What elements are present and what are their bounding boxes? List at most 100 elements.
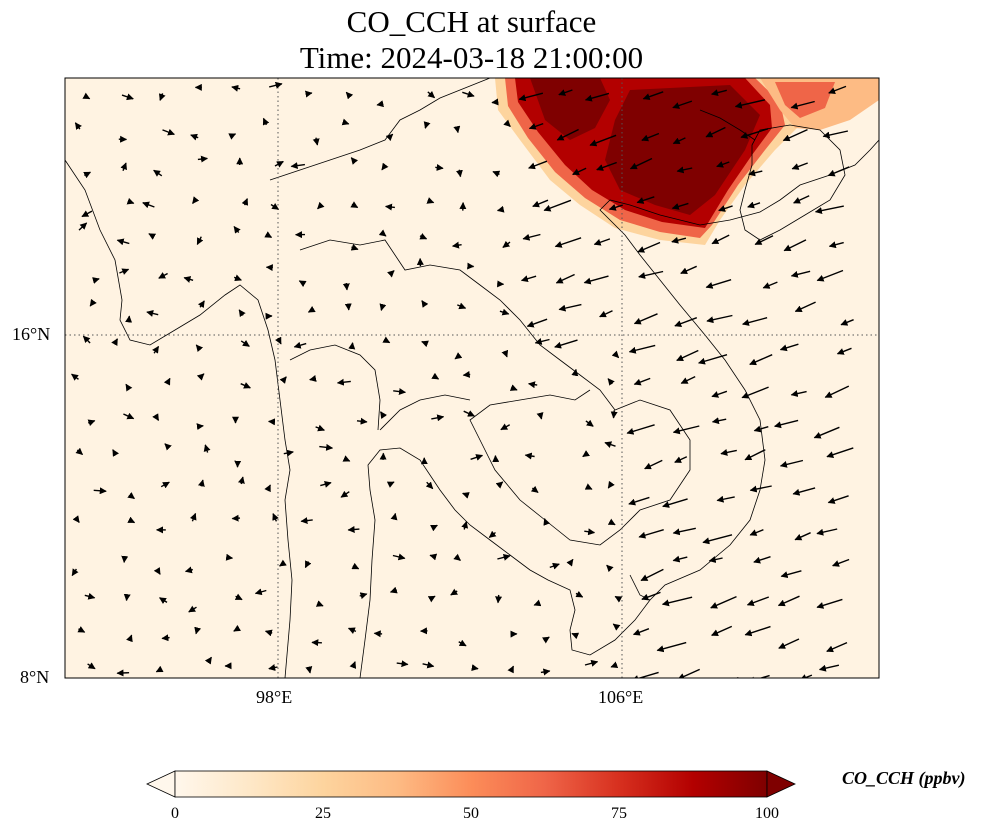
wind-arrow: [495, 594, 503, 604]
wind-arrow: [674, 317, 698, 327]
wind-arrow: [184, 566, 193, 574]
colorbar-extend-min: [146, 770, 176, 798]
wind-arrow: [203, 444, 211, 453]
wind-arrow: [240, 382, 251, 389]
wind-arrow: [421, 300, 429, 308]
wind-arrow: [126, 197, 135, 205]
wind-arrow: [607, 480, 615, 489]
wind-arrow: [790, 390, 807, 397]
wind-arrow: [840, 319, 854, 326]
wind-arrow: [749, 354, 773, 366]
wind-arrow: [233, 225, 241, 234]
wind-arrow: [304, 560, 312, 569]
wind-arrow: [662, 498, 688, 508]
wind-arrow: [431, 372, 440, 380]
wind-arrow: [507, 665, 515, 674]
wind-arrow: [631, 671, 659, 678]
wind-arrow: [262, 117, 270, 126]
wind-arrow: [741, 386, 769, 399]
wind-arrow: [792, 487, 816, 496]
wind-arrow: [744, 625, 771, 637]
wind-arrow: [638, 270, 664, 279]
wind-arrow: [71, 568, 79, 577]
wind-arrow: [706, 314, 733, 324]
wind-arrow: [350, 157, 359, 165]
wind-arrow: [716, 495, 735, 503]
wind-arrow: [556, 128, 579, 141]
wind-arrow: [347, 526, 360, 533]
wind-arrow: [526, 318, 548, 328]
colorbar-tick-0: 0: [171, 805, 179, 822]
wind-arrow: [672, 555, 688, 563]
wind-arrow: [471, 664, 479, 672]
wind-arrow: [589, 134, 617, 147]
wind-arrow: [711, 417, 727, 425]
wind-arrow: [644, 459, 663, 470]
wind-arrow: [196, 373, 205, 381]
wind-arrow: [676, 349, 699, 362]
wind-arrow: [75, 447, 84, 456]
x-tick-106E: 106°E: [598, 687, 644, 707]
wind-arrow: [204, 656, 212, 665]
wind-arrow: [462, 90, 475, 98]
wind-arrow: [423, 121, 431, 129]
wind-arrow: [638, 529, 664, 539]
wind-arrow: [396, 660, 409, 668]
wind-arrow: [393, 388, 406, 395]
wind-arrow: [153, 169, 163, 177]
wind-arrow: [160, 481, 170, 489]
wind-arrow: [641, 132, 660, 142]
wind-arrow: [381, 162, 389, 171]
wind-arrow: [392, 553, 406, 561]
wind-arrow: [419, 233, 428, 240]
wind-arrow: [528, 160, 548, 170]
wind-arrow: [779, 459, 804, 468]
y-tick-16N: 16°N: [12, 324, 51, 344]
wind-arrow: [702, 534, 733, 545]
wind-arrow: [152, 413, 160, 421]
wind-arrow: [582, 450, 590, 458]
colorbar-tick-75: 75: [611, 805, 627, 822]
wind-arrow: [274, 336, 282, 345]
wind-arrow: [158, 272, 168, 279]
wind-arrow: [543, 518, 550, 526]
wind-arrow: [385, 133, 394, 142]
wind-arrow: [818, 664, 840, 672]
wind-arrow: [345, 91, 354, 100]
wind-arrow: [378, 229, 387, 237]
wind-arrow: [509, 384, 518, 391]
wind-arrow: [453, 125, 461, 134]
wind-arrow: [162, 128, 175, 136]
wind-arrow: [82, 92, 91, 100]
wind-arrow: [359, 592, 368, 600]
wind-arrow: [161, 634, 170, 642]
wind-arrow: [197, 479, 205, 487]
wind-arrow: [495, 481, 504, 489]
wind-arrow: [304, 90, 313, 98]
wind-arrow: [312, 137, 320, 146]
wind-arrow: [762, 281, 778, 289]
wind-arrow: [264, 231, 273, 239]
wind-arrow: [827, 166, 850, 177]
wind-arrow: [116, 669, 130, 677]
wind-arrow: [794, 532, 811, 541]
colorbar-tick-25: 25: [315, 805, 331, 822]
wind-arrow: [608, 204, 623, 211]
wind-arrow: [454, 352, 463, 360]
wind-arrow: [614, 595, 623, 603]
wind-arrow: [461, 521, 469, 530]
wind-arrow: [298, 280, 307, 288]
wind-arrow: [827, 495, 849, 504]
wind-arrow: [780, 570, 802, 579]
wind-arrow: [599, 310, 613, 318]
wind-arrow: [82, 335, 91, 344]
wind-arrow: [610, 661, 619, 669]
wind-arrow: [319, 443, 334, 451]
wind-arrow: [111, 338, 119, 347]
wind-arrow: [373, 630, 383, 638]
wind-arrow: [123, 412, 135, 420]
wind-arrow: [462, 492, 470, 499]
wind-arrow: [264, 484, 271, 493]
wind-arrow: [661, 596, 693, 607]
